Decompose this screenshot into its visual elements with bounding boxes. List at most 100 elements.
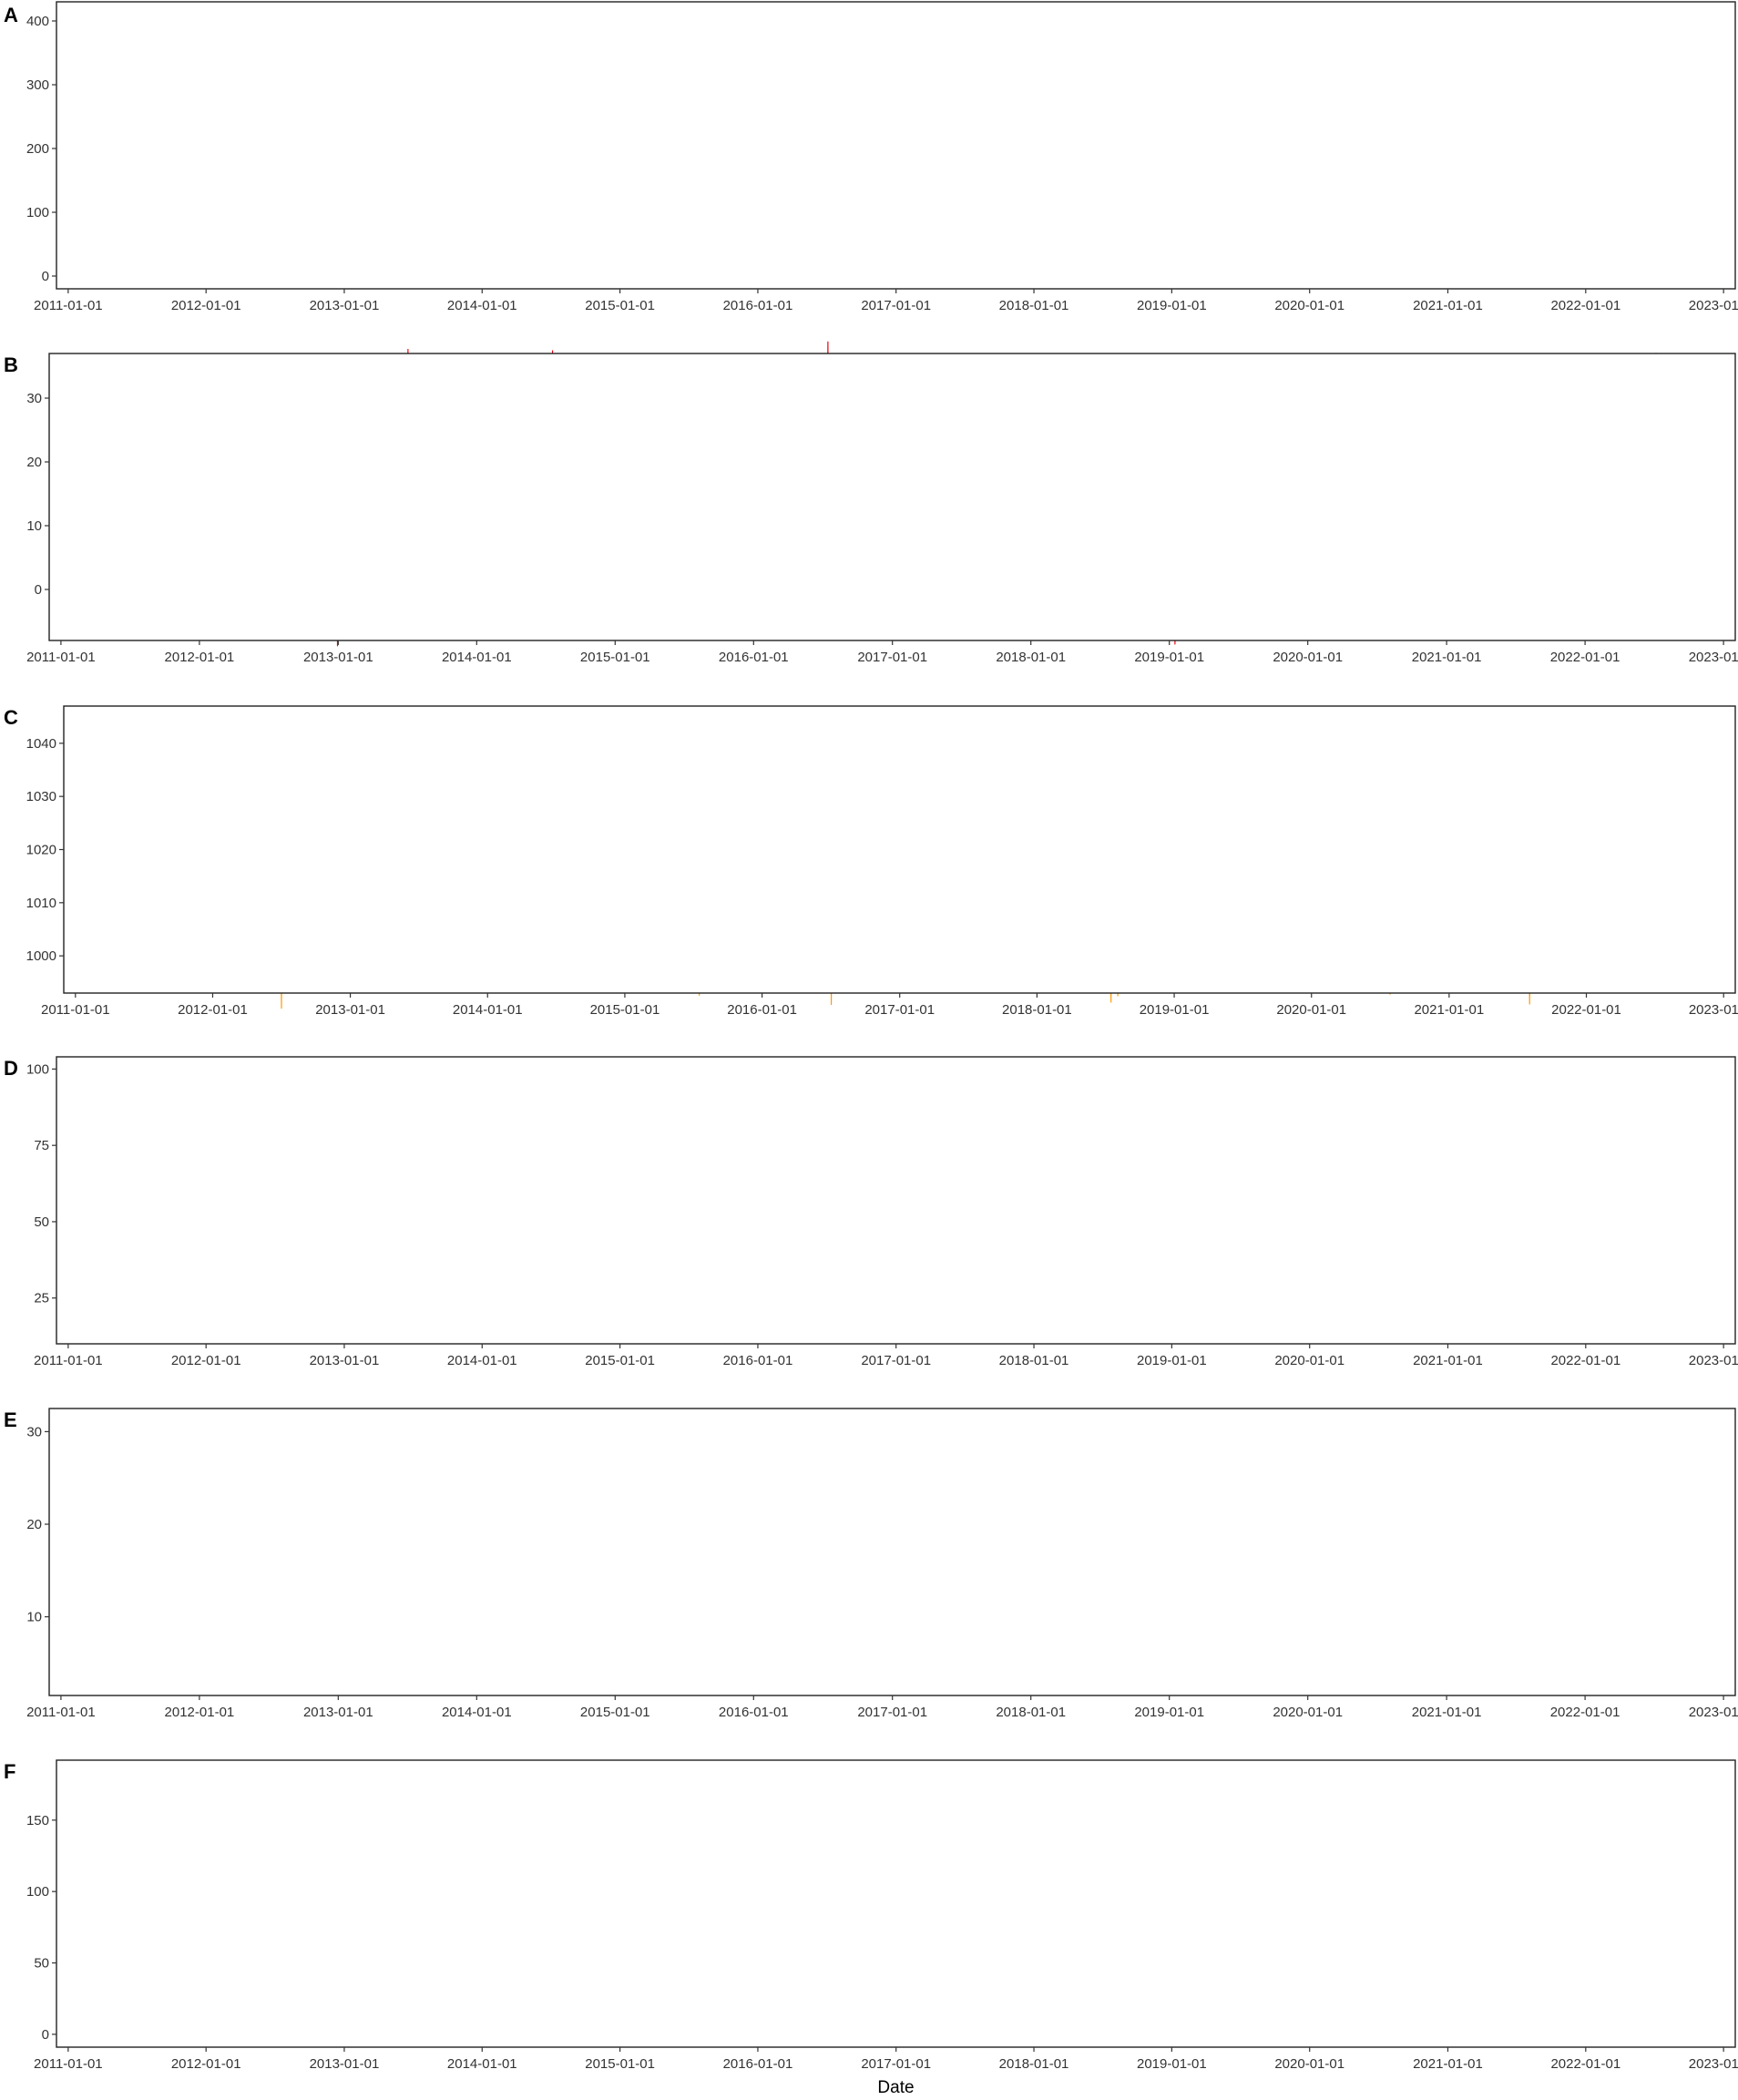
x-tick-label: 2016-01-01	[719, 1705, 789, 1720]
y-tick-label: 10	[26, 518, 42, 534]
panel-frame	[56, 1759, 1736, 2048]
x-tick-label: 2013-01-01	[310, 1353, 380, 1368]
x-tick-label: 2022-01-01	[1550, 1353, 1620, 1368]
x-tick-label: 2014-01-01	[453, 1002, 523, 1018]
panel-a: 0 100 200 300 400 2011-01-01 2012-01-01 2013-01…	[4, 1, 1738, 313]
y-tick-label: 1020	[26, 843, 56, 858]
y-tick-label: 0	[42, 2027, 49, 2043]
x-tick-label: 2011-01-01	[34, 298, 103, 313]
x-tick-label: 2019-01-01	[1140, 1002, 1210, 1018]
x-tick-label: 2022-01-01	[1550, 1705, 1620, 1720]
x-tick-label: 2019-01-01	[1134, 650, 1204, 665]
panel-letter: D	[4, 1057, 18, 1080]
x-tick-label: 2017-01-01	[861, 1353, 931, 1368]
panel-frame	[63, 705, 1736, 994]
x-tick-label: 2020-01-01	[1273, 650, 1343, 665]
y-tick-label: 30	[26, 391, 42, 406]
y-tick-label: 1040	[26, 736, 56, 752]
panel-letter: C	[4, 706, 18, 729]
panel-letter: A	[4, 4, 18, 26]
x-tick-label: 2015-01-01	[585, 1353, 655, 1368]
x-tick-label: 2023-01-01	[1689, 650, 1738, 665]
panel-frame	[56, 1056, 1736, 1345]
x-tick-label: 2018-01-01	[996, 650, 1066, 665]
x-tick-label: 2021-01-01	[1413, 1353, 1483, 1368]
x-tick-label: 2014-01-01	[447, 298, 517, 313]
x-tick-label: 2022-01-01	[1550, 650, 1620, 665]
x-tick-label: 2015-01-01	[590, 1002, 660, 1018]
x-tick-label: 2018-01-01	[996, 1705, 1066, 1720]
x-tick-label: 2016-01-01	[719, 650, 789, 665]
panel-c: 1000 1010 1020 1030 1040 2011-01-01 2012-01-01…	[4, 705, 1738, 1018]
y-tick-label: 20	[26, 1517, 42, 1532]
y-tick-label: 150	[26, 1813, 49, 1829]
panel-e: 10 20 30 2011-01-01 2012-01-01 2013-01-01 2014…	[4, 1408, 1738, 1720]
x-tick-label: 2022-01-01	[1551, 1002, 1621, 1018]
x-tick-label: 2019-01-01	[1137, 298, 1207, 313]
x-tick-label: 2013-01-01	[310, 2056, 380, 2072]
x-tick-label: 2018-01-01	[1002, 1002, 1072, 1018]
panel-letter: E	[4, 1409, 17, 1431]
x-tick-label: 2017-01-01	[861, 2056, 931, 2072]
x-tick-label: 2012-01-01	[165, 650, 235, 665]
y-tick-label: 200	[26, 141, 49, 157]
x-tick-label: 2011-01-01	[26, 650, 96, 665]
y-tick-label: 50	[34, 1214, 49, 1230]
panel-frame	[48, 1408, 1736, 1696]
x-tick-label: 2018-01-01	[999, 2056, 1069, 2072]
y-tick-label: 10	[26, 1610, 42, 1625]
x-tick-label: 2020-01-01	[1274, 2056, 1344, 2072]
panel-letter: F	[4, 1760, 15, 1783]
x-tick-label: 2021-01-01	[1412, 1705, 1482, 1720]
x-tick-label: 2022-01-01	[1550, 2056, 1620, 2072]
panel-b: 0 10 20 30 2011-01-01 2012-01-01 2013-01-01 201…	[4, 341, 1738, 665]
x-tick-label: 2019-01-01	[1137, 2056, 1207, 2072]
x-tick-label: 2017-01-01	[857, 650, 927, 665]
x-tick-label: 2011-01-01	[26, 1705, 96, 1720]
x-tick-label: 2016-01-01	[723, 2056, 793, 2072]
panel-f: 0 50 100 150 2011-01-01 2012-01-01 2013-01-01 2…	[4, 1759, 1738, 2072]
x-tick-label: 2014-01-01	[442, 1705, 512, 1720]
x-tick-label: 2021-01-01	[1413, 298, 1483, 313]
x-tick-label: 2021-01-01	[1414, 1002, 1484, 1018]
x-tick-label: 2015-01-01	[580, 650, 650, 665]
x-tick-label: 2012-01-01	[171, 1353, 241, 1368]
x-tick-label: 2018-01-01	[999, 1353, 1069, 1368]
x-tick-label: 2011-01-01	[34, 2056, 103, 2072]
x-tick-label: 2021-01-01	[1413, 2056, 1483, 2072]
x-tick-label: 2018-01-01	[999, 298, 1069, 313]
x-tick-label: 2021-01-01	[1412, 650, 1482, 665]
x-tick-label: 2015-01-01	[580, 1705, 650, 1720]
x-tick-label: 2022-01-01	[1550, 298, 1620, 313]
y-tick-label: 100	[26, 205, 49, 220]
y-tick-label: 1000	[26, 948, 56, 964]
x-tick-label: 2012-01-01	[171, 298, 241, 313]
y-tick-label: 0	[35, 582, 42, 598]
y-tick-label: 75	[34, 1138, 49, 1153]
y-tick-label: 300	[26, 77, 49, 93]
x-tick-label: 2020-01-01	[1274, 1353, 1344, 1368]
x-tick-label: 2020-01-01	[1273, 1705, 1343, 1720]
x-tick-label: 2016-01-01	[727, 1002, 797, 1018]
panel-frame	[48, 353, 1736, 641]
x-tick-label: 2012-01-01	[171, 2056, 241, 2072]
x-axis-title: Date	[877, 2078, 914, 2097]
x-tick-label: 2017-01-01	[857, 1705, 927, 1720]
x-tick-label: 2013-01-01	[303, 1705, 373, 1720]
x-tick-label: 2014-01-01	[442, 650, 512, 665]
panel-letter: B	[4, 353, 18, 376]
y-tick-label: 20	[26, 455, 42, 470]
y-tick-label: 30	[26, 1424, 42, 1439]
x-tick-label: 2023-01-01	[1689, 2056, 1738, 2072]
y-tick-label: 100	[26, 1884, 49, 1900]
x-tick-label: 2023-01-01	[1689, 1353, 1738, 1368]
y-tick-label: 0	[42, 269, 49, 284]
y-tick-label: 50	[34, 1956, 49, 1972]
panel-d: 25 50 75 100 2011-01-01 2012-01-01 2013-01-01 2…	[4, 1056, 1738, 1368]
x-tick-label: 2017-01-01	[864, 1002, 935, 1018]
x-tick-label: 2014-01-01	[447, 2056, 517, 2072]
x-tick-label: 2012-01-01	[178, 1002, 248, 1018]
y-tick-label: 25	[34, 1291, 49, 1306]
x-tick-label: 2016-01-01	[723, 298, 793, 313]
